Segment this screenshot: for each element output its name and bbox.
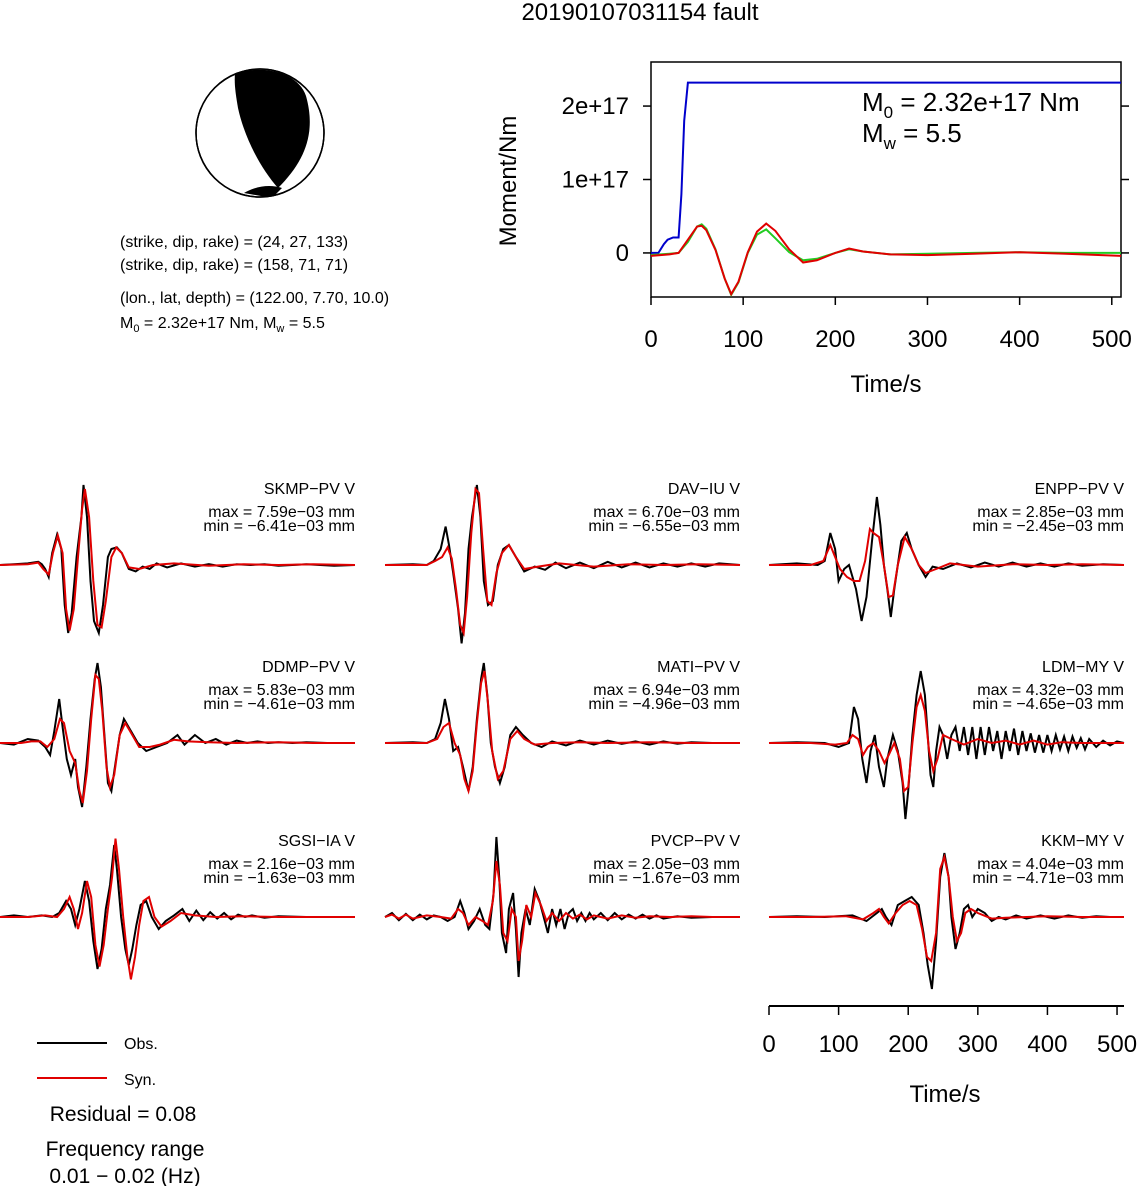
moment-x-tick-label: 500	[1092, 326, 1132, 353]
frequency-range-value: 0.01 − 0.02 (Hz)	[49, 1165, 200, 1186]
frequency-range-title: Frequency range	[46, 1138, 205, 1161]
waveform-x-tick-label: 500	[1097, 1031, 1137, 1058]
station-min: min = −4.96e−03 mm	[588, 696, 740, 713]
waveform-synthetic	[385, 670, 740, 795]
waveform-x-tick-label: 0	[762, 1031, 775, 1058]
station-min: min = −4.65e−03 mm	[972, 696, 1124, 713]
station-max: max = 2.16e−03 mm	[208, 856, 355, 873]
moment-y-tick-label: 1e+17	[562, 167, 629, 194]
moment-time-plot: 0 100 200 300 400 500 0 1e+17 2e+17 M0 = 2.32e+1…	[495, 61, 1132, 398]
station-name: LDM−MY V	[1042, 659, 1124, 676]
station-max: max = 2.85e−03 mm	[977, 504, 1124, 521]
station-max: max = 5.83e−03 mm	[208, 682, 355, 699]
residual-label: Residual = 0.08	[50, 1103, 197, 1126]
station-min: min = −1.67e−03 mm	[588, 870, 740, 887]
focal-nodal-plane-1: (strike, dip, rake) = (24, 27, 133)	[120, 234, 348, 251]
moment-x-tick-label: 100	[723, 326, 763, 353]
station-min: min = −4.61e−03 mm	[203, 696, 355, 713]
moment-mw-annotation: Mw = 5.5	[862, 118, 962, 153]
figure-title: 20190107031154 fault	[521, 0, 758, 26]
waveform-x-tick-label: 100	[819, 1031, 859, 1058]
legend-obs-label: Obs.	[124, 1036, 158, 1053]
station-max: max = 4.04e−03 mm	[977, 856, 1124, 873]
waveform-observed	[768, 670, 1125, 820]
legend-syn-label: Syn.	[124, 1072, 156, 1089]
moment-series-green	[650, 223, 1121, 298]
moment-series-red	[650, 222, 1122, 297]
waveform-synthetic	[769, 526, 1125, 599]
waveform-synthetic	[769, 853, 1124, 964]
station-max: max = 6.94e−03 mm	[593, 682, 740, 699]
waveform-x-tick-label: 300	[958, 1031, 998, 1058]
moment-x-axis-label: Time/s	[850, 371, 921, 398]
moment-x-tick-label: 300	[907, 326, 947, 353]
station-max: max = 2.05e−03 mm	[593, 856, 740, 873]
moment-y-tick-label: 0	[616, 240, 629, 267]
station-name: SKMP−PV V	[264, 481, 355, 498]
focal-location: (lon., lat, depth) = (122.00, 7.70, 10.0…	[120, 290, 389, 307]
station-name: PVCP−PV V	[651, 833, 741, 850]
station-name: DAV−IU V	[668, 481, 741, 498]
focal-parameters: (strike, dip, rake) = (24, 27, 133) (str…	[120, 234, 389, 335]
station-max: max = 7.59e−03 mm	[208, 504, 355, 521]
moment-m0-annotation: M0 = 2.32e+17 Nm	[862, 87, 1080, 122]
waveform-synthetic	[0, 672, 355, 804]
waveform-synthetic	[0, 838, 355, 980]
waveform-synthetic	[0, 488, 356, 631]
station-name: MATI−PV V	[657, 659, 740, 676]
station-min: min = −4.71e−03 mm	[972, 870, 1124, 887]
waveform-x-tick-label: 200	[888, 1031, 928, 1058]
station-name: ENPP−PV V	[1035, 481, 1125, 498]
station-min: min = −6.55e−03 mm	[588, 518, 740, 535]
station-max: max = 6.70e−03 mm	[593, 504, 740, 521]
moment-y-axis-label: Moment/Nm	[495, 116, 522, 247]
station-min: min = −2.45e−03 mm	[972, 518, 1124, 535]
waveform-x-tick-label: 400	[1027, 1031, 1067, 1058]
moment-series-blue	[651, 81, 1121, 254]
focal-moment-magnitude: M0 = 2.32e+17 Nm, Mw = 5.5	[120, 315, 325, 335]
moment-x-tick-label: 400	[1000, 326, 1040, 353]
waveform-time-axis: 0 100 200 300 400 500	[762, 1005, 1137, 1058]
moment-y-tick-label: 2e+17	[562, 93, 629, 120]
focal-nodal-plane-2: (strike, dip, rake) = (158, 71, 71)	[120, 257, 348, 274]
station-name: DDMP−PV V	[262, 659, 355, 676]
waveform-synthetic	[384, 860, 740, 962]
waveform-synthetic	[385, 486, 741, 637]
focal-mechanism-beachball	[195, 68, 325, 198]
waveform-x-axis-label: Time/s	[909, 1081, 980, 1108]
waveform-synthetic	[769, 691, 1124, 794]
station-name: SGSI−IA V	[278, 833, 355, 850]
moment-x-tick-label: 0	[644, 326, 657, 353]
legend: Obs. Syn. Residual = 0.08 Frequency rang…	[37, 1036, 204, 1186]
moment-x-tick-label: 200	[815, 326, 855, 353]
station-min: min = −6.41e−03 mm	[203, 518, 355, 535]
station-name: KKM−MY V	[1041, 833, 1124, 850]
station-min: min = −1.63e−03 mm	[203, 870, 355, 887]
station-max: max = 4.32e−03 mm	[977, 682, 1124, 699]
